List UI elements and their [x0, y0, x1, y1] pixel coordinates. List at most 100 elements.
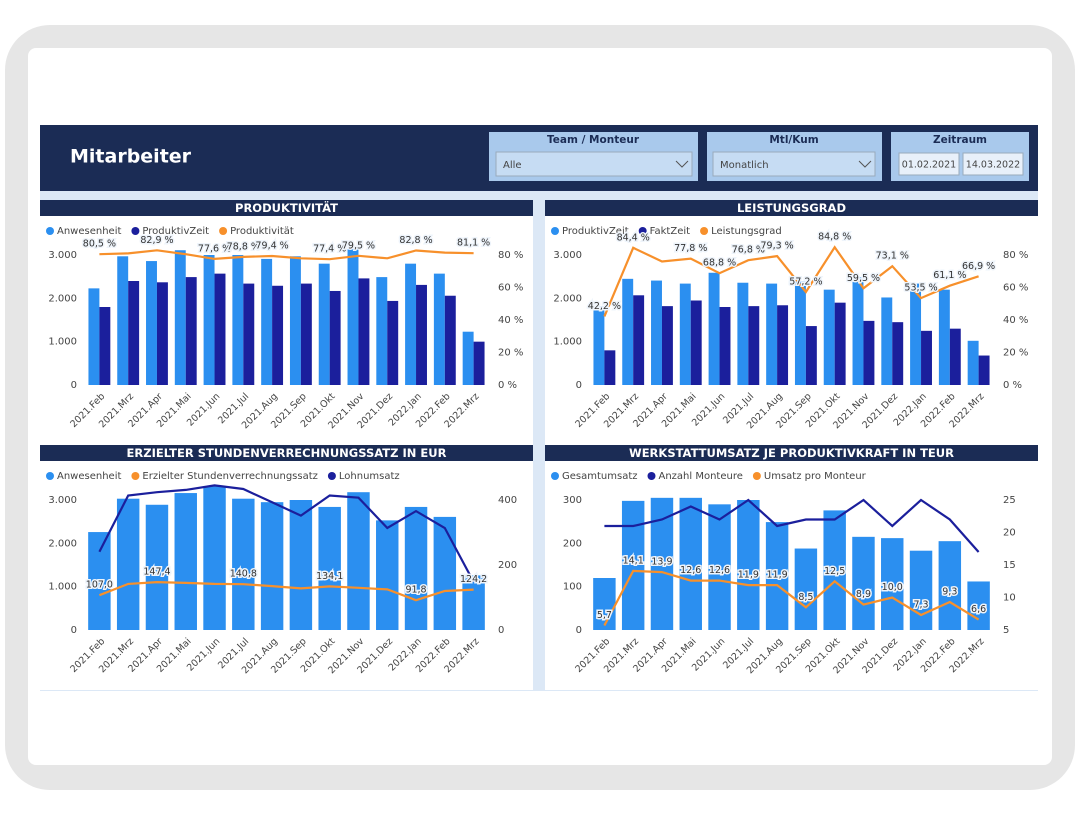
data-label: 6,6	[971, 604, 986, 615]
bar	[232, 255, 244, 385]
bar	[938, 289, 950, 385]
bar	[593, 578, 616, 630]
legend-label: Anwesenheit	[57, 471, 121, 482]
date-input[interactable]	[898, 152, 960, 176]
bar	[909, 550, 933, 630]
dropdown-arrow	[858, 160, 872, 168]
data-label: 68,8 %	[703, 258, 736, 269]
y-tick-label: 200	[563, 538, 582, 549]
bar	[272, 285, 284, 385]
y2-tick-label: 40 %	[1003, 315, 1028, 326]
y2-tick-label: 10	[1003, 593, 1016, 604]
bar	[794, 548, 818, 630]
bar	[967, 340, 979, 385]
legend-label: Lohnumsatz	[339, 471, 400, 482]
legend-marker	[700, 227, 709, 235]
data-label: 80,5 %	[83, 239, 116, 250]
y2-tick-label: 80 %	[498, 250, 523, 261]
data-label: 124,2	[460, 574, 487, 585]
y2-tick-label: 60 %	[498, 283, 523, 294]
bar	[834, 302, 846, 385]
data-label: 8,9	[856, 589, 871, 600]
bar	[99, 307, 111, 385]
y-tick-label: 3.000	[48, 495, 77, 506]
bar	[347, 492, 370, 630]
data-label: 10,0	[882, 582, 903, 593]
data-label: 140,8	[230, 569, 257, 580]
dropdown-arrow	[675, 160, 689, 168]
bar	[117, 256, 129, 385]
bar	[473, 341, 485, 385]
legend-label: FaktZeit	[650, 226, 690, 237]
bar	[651, 280, 662, 385]
chart-title-bar	[545, 200, 1038, 216]
legend-marker	[551, 472, 559, 480]
data-label: 57,2 %	[789, 277, 822, 288]
bar	[881, 538, 904, 630]
data-label: 59,5 %	[847, 273, 880, 284]
bar	[358, 278, 370, 385]
bar	[765, 522, 789, 630]
y-tick-label: 2.000	[48, 538, 77, 549]
bar	[690, 300, 702, 385]
bar	[433, 516, 457, 630]
data-label: 5,7	[597, 610, 612, 621]
chart-title-bar	[40, 200, 533, 216]
y2-tick-label: 20	[1003, 528, 1016, 539]
bar	[405, 263, 417, 385]
bar	[708, 272, 720, 385]
y2-tick-label: 20 %	[498, 348, 523, 359]
y2-tick-label: 60 %	[1003, 283, 1028, 294]
bar	[174, 250, 186, 385]
bar	[88, 532, 111, 630]
bar	[416, 284, 427, 385]
dropdown-value: Alle	[503, 160, 522, 171]
bar	[881, 297, 893, 385]
filter-label: Zeitraum	[933, 134, 987, 146]
y-tick-label: 0	[576, 380, 582, 391]
chart-title: PRODUKTIVITÄT	[235, 200, 338, 215]
legend-label: Leistungsgrad	[711, 226, 782, 237]
bar	[910, 283, 922, 385]
chart-title: ERZIELTER STUNDENVERRECHNUNGSSATZ IN EUR	[127, 446, 447, 460]
data-label: 147,4	[143, 567, 170, 578]
legend-label: Gesamtumsatz	[562, 471, 638, 482]
data-label: 9,3	[942, 587, 957, 598]
legend-label: ProduktivZeit	[562, 226, 629, 237]
data-label: 82,9 %	[140, 235, 173, 246]
bar	[748, 306, 760, 385]
bar	[145, 504, 169, 630]
legend-label: Anzahl Monteure	[659, 471, 743, 482]
bar	[318, 506, 341, 630]
dropdown[interactable]	[495, 151, 693, 177]
bar	[203, 255, 215, 385]
bar	[679, 283, 691, 385]
bar	[404, 506, 428, 630]
bar	[261, 258, 273, 385]
data-label: 11,9	[738, 570, 759, 581]
bar	[203, 486, 226, 630]
data-label: 79,5 %	[342, 240, 375, 251]
y-tick-label: 3.000	[48, 250, 77, 261]
y2-tick-label: 25	[1003, 495, 1016, 506]
y-tick-label: 2.000	[553, 293, 582, 304]
legend-marker	[647, 472, 656, 480]
line	[99, 249, 474, 261]
bar	[146, 261, 157, 385]
bar	[444, 295, 456, 385]
bar	[708, 504, 731, 630]
data-label: 77,4 %	[313, 244, 346, 255]
data-label: 53,5 %	[904, 283, 937, 294]
date-to: 14.03.2022	[966, 160, 1020, 171]
bar	[185, 277, 197, 385]
legend-marker	[638, 227, 647, 235]
dropdown[interactable]	[712, 151, 876, 177]
y-tick-label: 1.000	[48, 582, 77, 593]
y-tick-label: 1.000	[553, 337, 582, 348]
date-input[interactable]	[962, 152, 1024, 176]
bar	[805, 326, 817, 385]
data-label: 73,1 %	[876, 251, 909, 262]
bar	[462, 331, 474, 385]
bar	[766, 283, 778, 385]
data-label: 42,2 %	[588, 301, 621, 312]
